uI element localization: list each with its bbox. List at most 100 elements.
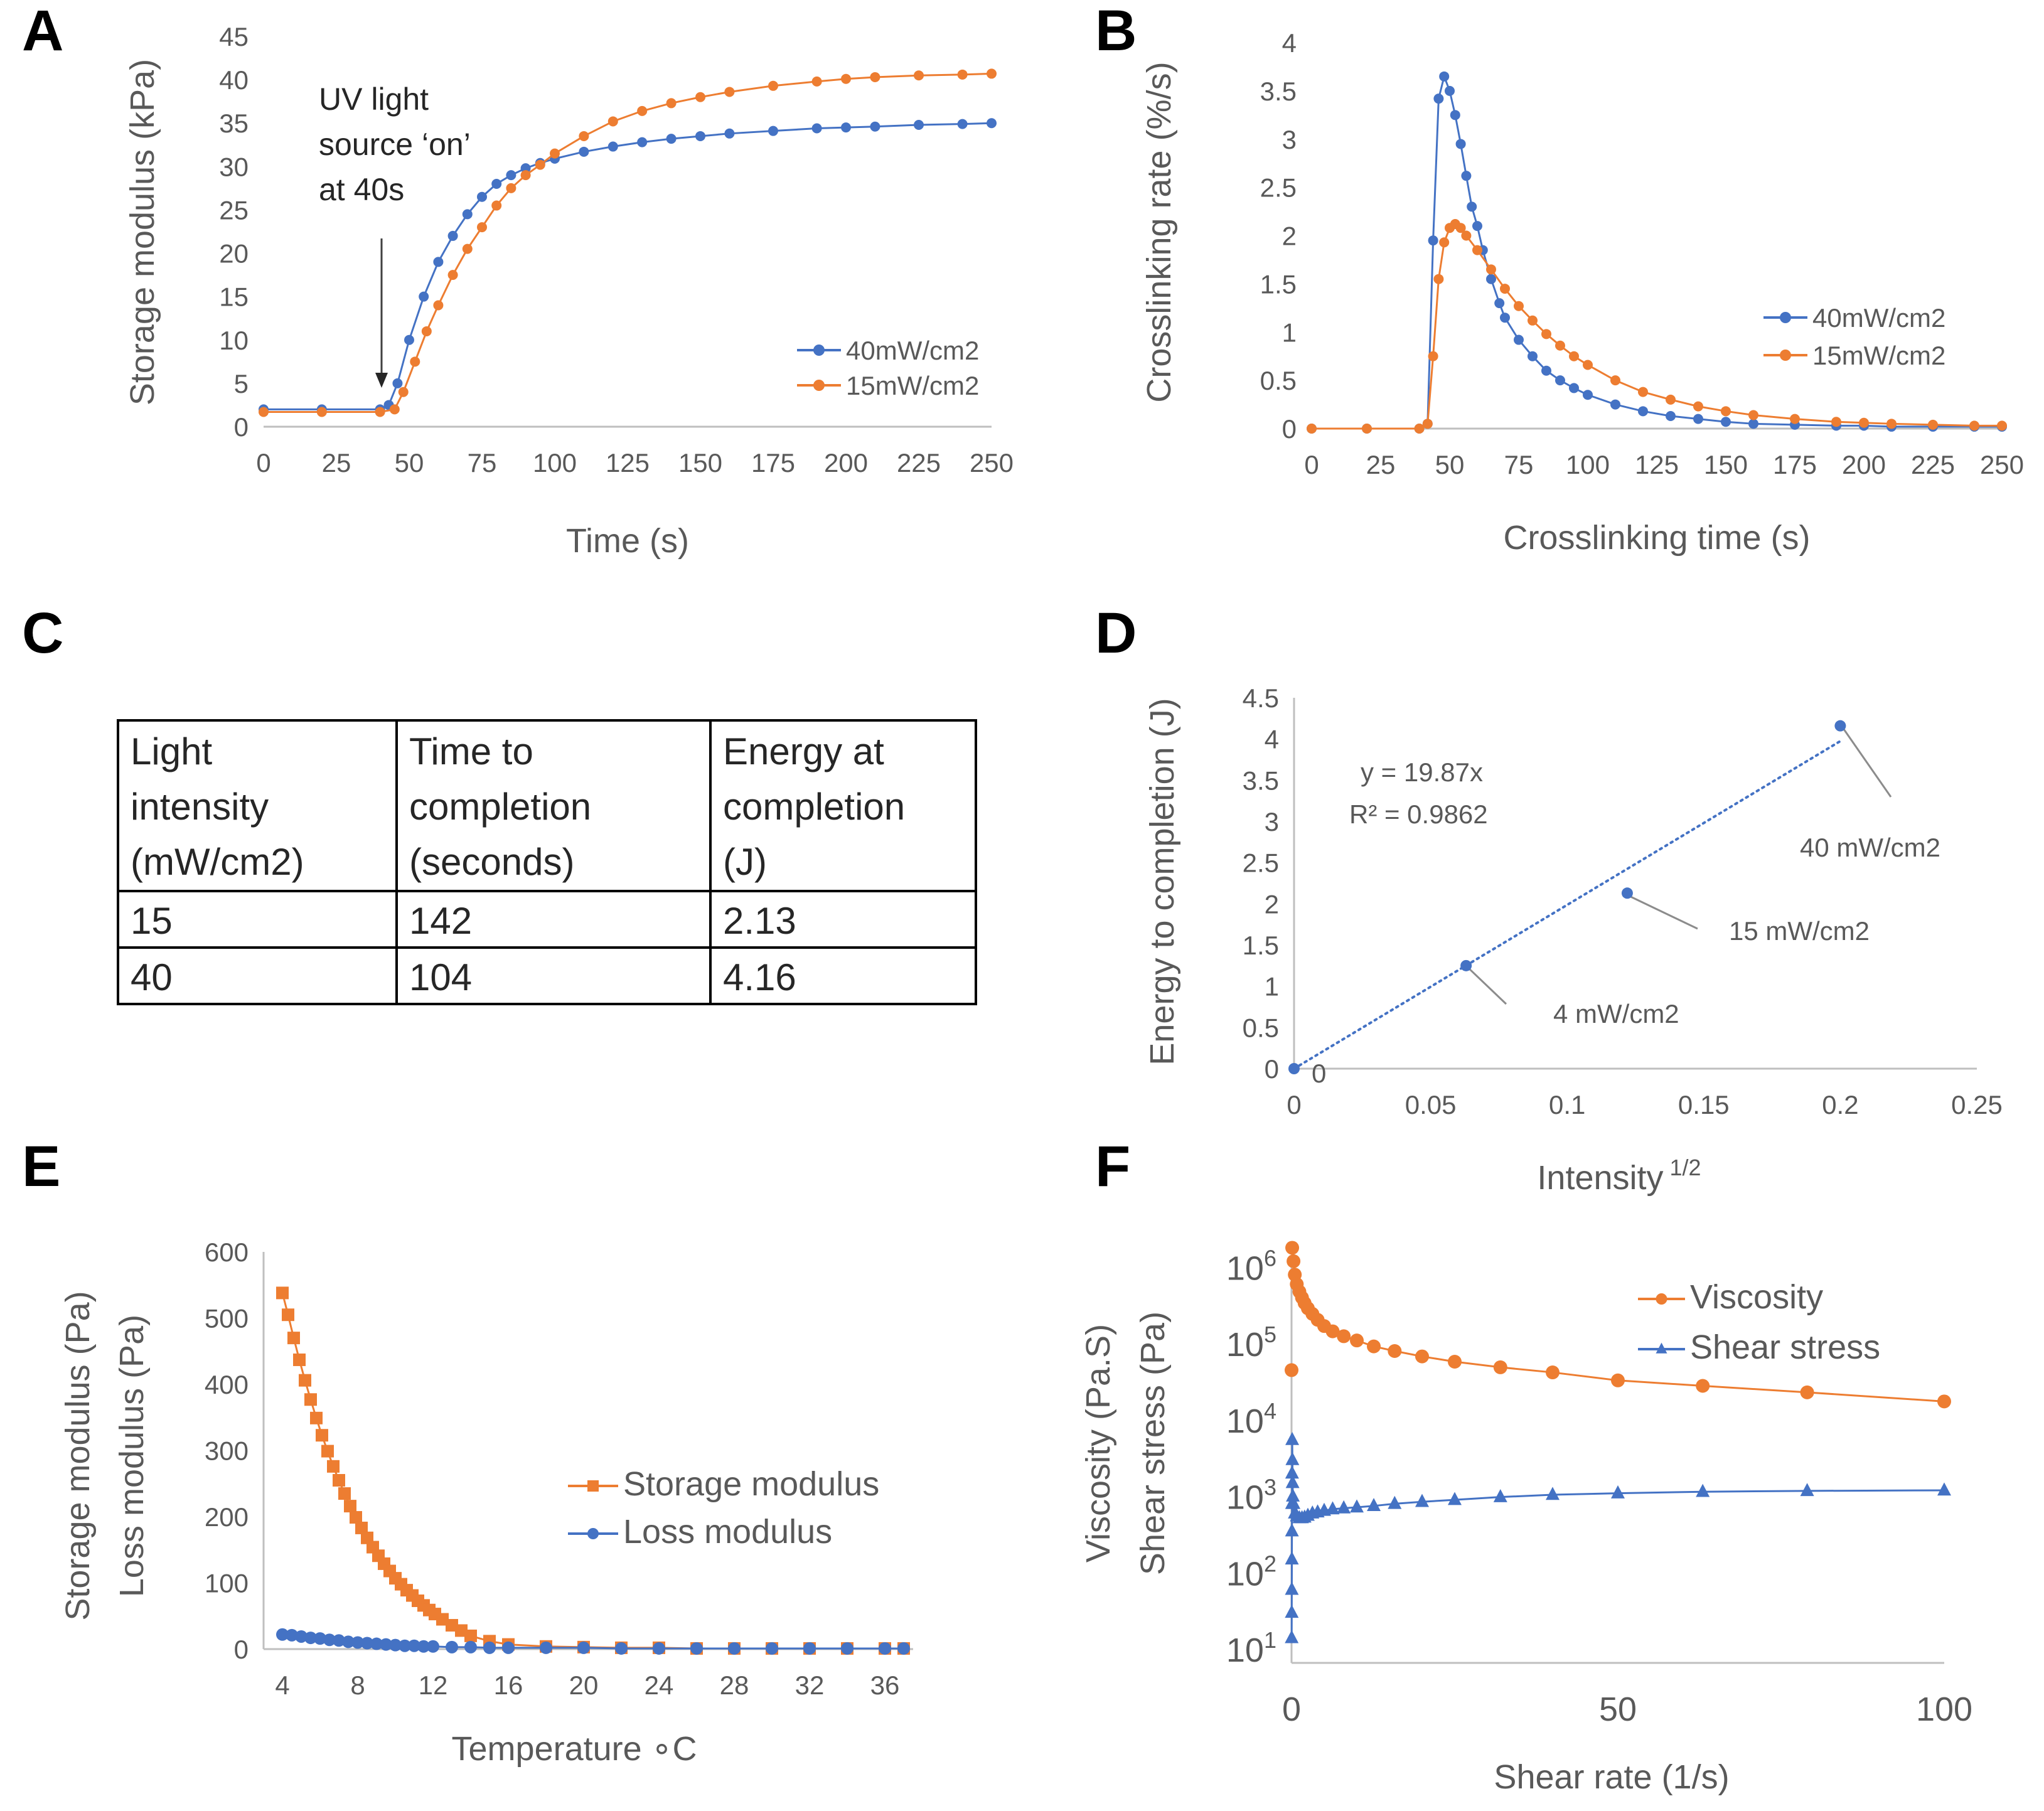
chart-b-series-0-point: [1748, 419, 1758, 429]
x-tick-label: 36: [870, 1670, 900, 1700]
x-tick-label: 75: [1504, 450, 1534, 479]
chart-b-series-0-point: [1467, 201, 1477, 212]
chart-b-series-1-point: [1414, 424, 1425, 434]
x-tick-label: 20: [569, 1670, 599, 1700]
chart-f-series-1-point: [1325, 1501, 1340, 1515]
chart-e-series-1-point: [276, 1628, 289, 1641]
y-axis-title: Crosslinking rate (%/s): [1140, 61, 1178, 402]
y-tick-label: 0.5: [1260, 366, 1297, 395]
legend-15mw-label: 15mW/cm2: [1812, 341, 1945, 370]
chart-b-series-0-point: [1541, 365, 1551, 376]
chart-b-series-1-point: [1886, 419, 1897, 429]
chart-b-series-1-point: [1428, 351, 1438, 361]
chart-a-series-1-point: [316, 407, 327, 417]
legend-loss-marker: [587, 1528, 599, 1539]
chart-a-series-0-point: [477, 191, 487, 202]
chart-a-series-1-point: [491, 200, 502, 211]
y-axis-title-shear: Shear stress (Pa): [1134, 1312, 1172, 1575]
chart-b: 0 25 50 75 100 125 150 175 200 225 250 0 0.5 1 1.5 2 2.5…: [1140, 28, 2024, 557]
chart-a-series-0-point: [666, 134, 677, 144]
x-tick-label: 0: [1304, 450, 1319, 479]
chart-a-series-0-point: [811, 123, 822, 134]
chart-f-series-1-point: [1285, 1630, 1299, 1643]
chart-e-series-1-point: [399, 1639, 411, 1652]
data-label: 4 mW/cm2: [1553, 999, 1679, 1028]
y-tick-label: 1: [1282, 318, 1297, 347]
y-tick-label: 103: [1226, 1475, 1276, 1517]
chart-a-series-1-point: [579, 131, 589, 141]
chart-f-series-0-point: [1388, 1344, 1402, 1359]
panel-letter-d: D: [1095, 601, 1137, 665]
chart-b-series-1-point: [1541, 329, 1551, 339]
x-tick-label: 100: [533, 448, 577, 478]
x-tick-label: 200: [1842, 450, 1886, 479]
chart-f-series-0-point: [1937, 1394, 1951, 1409]
chart-e-series-1-point: [370, 1637, 383, 1650]
chart-b-series-1-point: [1666, 394, 1676, 405]
x-tick-label: 28: [720, 1670, 749, 1700]
chart-a-series-0-point: [433, 257, 444, 267]
chart-a-series-0-point: [404, 334, 414, 345]
y-tick-label: 2.5: [1243, 848, 1279, 878]
y-tick-exponent: 4: [1264, 1398, 1276, 1424]
chart-e-series-0-point: [299, 1374, 311, 1387]
chart-b-series-1-point: [1500, 284, 1510, 294]
chart-e-series-0-point: [464, 1629, 477, 1642]
y-tick-label: 300: [205, 1436, 249, 1466]
table-header-cell: Light: [131, 730, 212, 772]
chart-e-series-1-point: [389, 1638, 402, 1652]
panel-letter-a: A: [22, 0, 63, 63]
chart-f-series-0-point: [1337, 1329, 1351, 1344]
x-tick-label: 0: [256, 448, 270, 478]
chart-a-series-0-point: [579, 146, 589, 157]
chart-e-series-0-point: [355, 1521, 368, 1534]
legend-storage-marker: [587, 1480, 599, 1492]
y-axis-title-storage: Storage modulus (Pa): [59, 1291, 97, 1620]
table-header-cell: (seconds): [409, 841, 574, 883]
chart-a-series-0-point: [506, 170, 516, 181]
chart-e-series-1-point: [446, 1640, 458, 1653]
chart-f-series-1-point: [1286, 1488, 1300, 1502]
chart-b-series-1-point: [1472, 245, 1482, 255]
x-tick-label: 125: [606, 448, 650, 478]
y-tick-label: 4: [1265, 725, 1279, 754]
chart-e-series-1-point: [333, 1634, 345, 1647]
chart-a-series-1-point: [957, 69, 968, 80]
y-tick-label: 2: [1265, 889, 1279, 919]
chart-b-series-0-point: [1693, 414, 1703, 424]
x-tick-label: 75: [468, 448, 497, 478]
legend-loss-label: Loss modulus: [623, 1513, 832, 1551]
chart-a-series-0-point: [491, 178, 502, 189]
chart-e-series-0-point: [293, 1353, 306, 1366]
table-cell: 15: [131, 900, 173, 942]
x-tick-label: 0.2: [1822, 1090, 1858, 1119]
x-tick-label: 12: [419, 1670, 448, 1700]
table-header-cell: Time to: [409, 730, 533, 772]
x-tick-label: 24: [645, 1670, 674, 1700]
x-tick-label: 200: [824, 448, 868, 478]
legend-shear-marker: [1656, 1342, 1667, 1354]
data-label-leader: [1630, 895, 1698, 930]
chart-f-series-1-point: [1415, 1493, 1429, 1507]
chart-a-series-0-point: [914, 119, 924, 130]
chart-e-series-1-point: [690, 1642, 703, 1655]
y-tick-label: 600: [205, 1237, 249, 1267]
chart-a-series-0-point: [607, 141, 618, 152]
chart-b-series-1-point: [1439, 237, 1450, 248]
chart-f-series-0-point: [1287, 1254, 1301, 1268]
x-axis-title-base: Intensity: [1537, 1159, 1663, 1197]
chart-b-series-0-point: [1433, 93, 1444, 104]
y-tick-label: 15: [219, 282, 249, 312]
chart-e-series-1-point: [314, 1632, 326, 1645]
chart-a-series-1-point: [987, 68, 997, 79]
legend-40mw-label: 40mW/cm2: [1812, 303, 1945, 333]
y-tick-exponent: 6: [1264, 1246, 1276, 1271]
chart-e-series-0-point: [304, 1393, 317, 1406]
data-label: 0: [1312, 1059, 1326, 1088]
x-tick-label: 0: [1287, 1090, 1301, 1119]
y-tick-label: 40: [219, 65, 249, 95]
y-tick-label: 35: [219, 109, 249, 138]
legend-viscosity-label: Viscosity: [1690, 1278, 1823, 1316]
x-tick-label: 225: [897, 448, 941, 478]
